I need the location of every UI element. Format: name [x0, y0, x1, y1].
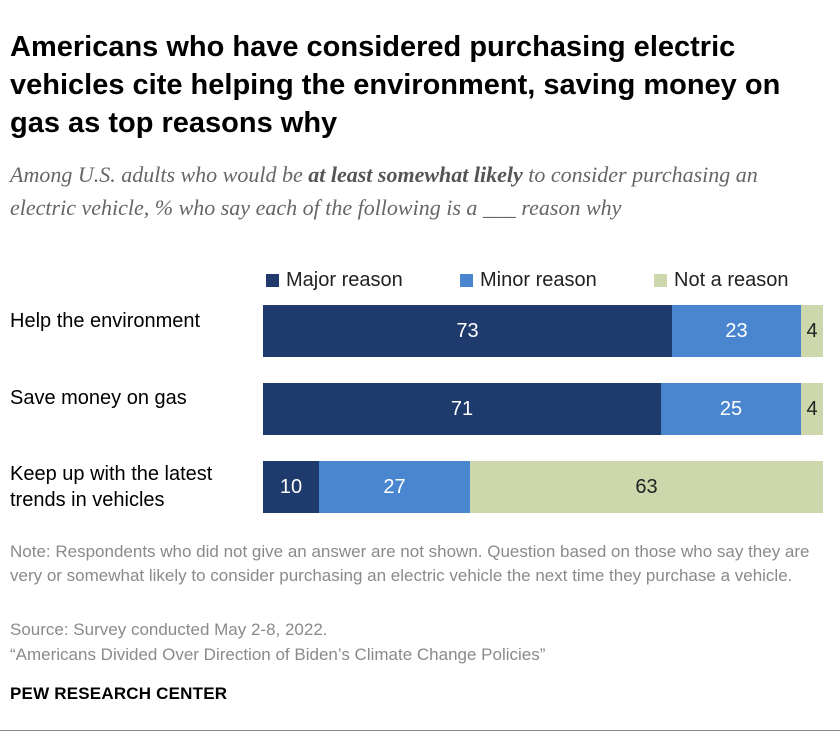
bottom-divider: [0, 730, 840, 731]
bar-segment-major: [263, 305, 672, 357]
legend-swatch-major: [266, 273, 279, 287]
data-label-minor: 27: [383, 475, 406, 498]
data-label-not: 4: [806, 397, 818, 420]
legend-item-not: Not a reason: [654, 267, 789, 293]
bar-segment-major: [263, 461, 319, 513]
data-label-major: 73: [456, 319, 479, 342]
subtitle-text-post: to consider purchasing an electric vehic…: [10, 162, 758, 220]
chart-title: Americans who have considered purchasing…: [10, 31, 781, 139]
report-title: “Americans Divided Over Direction of Bid…: [10, 645, 546, 664]
legend-item-minor: Minor reason: [460, 267, 597, 293]
data-label-major: 71: [450, 397, 474, 420]
legend-item-major: Major reason: [266, 267, 403, 293]
bar-segment-minor: [672, 305, 801, 357]
subtitle-text-bold: at least somewhat likely: [308, 162, 523, 187]
bar-row-environment: 73 23 4: [263, 305, 823, 357]
category-label-trends: Keep up with the latest trends in vehicl…: [10, 463, 213, 511]
chart-subtitle: Among U.S. adults who would be at least …: [10, 158, 825, 224]
legend-label-not: Not a reason: [674, 268, 789, 291]
legend-swatch-minor: [460, 273, 473, 287]
legend-label-minor: Minor reason: [480, 268, 597, 291]
bar-segment-not: [801, 383, 823, 435]
subtitle-text-pre: Among U.S. adults who would be: [10, 162, 309, 187]
data-label-major: 10: [279, 475, 303, 498]
category-label-environment: Help the environment: [10, 310, 201, 332]
bar-row-trends: 10 27 63: [263, 461, 823, 513]
footnote: Note: Respondents who did not give an an…: [10, 542, 810, 585]
data-label-not: 63: [635, 475, 658, 498]
data-label-not: 4: [806, 319, 818, 342]
bar-segment-minor: [319, 461, 470, 513]
bar-segment-not: [801, 305, 823, 357]
category-label-gas: Save money on gas: [10, 387, 187, 409]
brand-logo-text: PEW RESEARCH CENTER: [10, 684, 228, 703]
legend-swatch-not: [654, 273, 667, 287]
bar-segment-minor: [661, 383, 801, 435]
legend-label-major: Major reason: [286, 268, 403, 291]
bar-segment-not: [470, 461, 823, 513]
data-label-minor: 23: [725, 319, 748, 342]
chart-legend: Major reason Minor reason Not a reason: [0, 267, 840, 293]
source-line: Source: Survey conducted May 2-8, 2022.: [10, 620, 328, 639]
bar-segment-major: [263, 383, 661, 435]
bar-row-gas: 71 25 4: [263, 383, 823, 435]
data-label-minor: 25: [719, 397, 743, 420]
